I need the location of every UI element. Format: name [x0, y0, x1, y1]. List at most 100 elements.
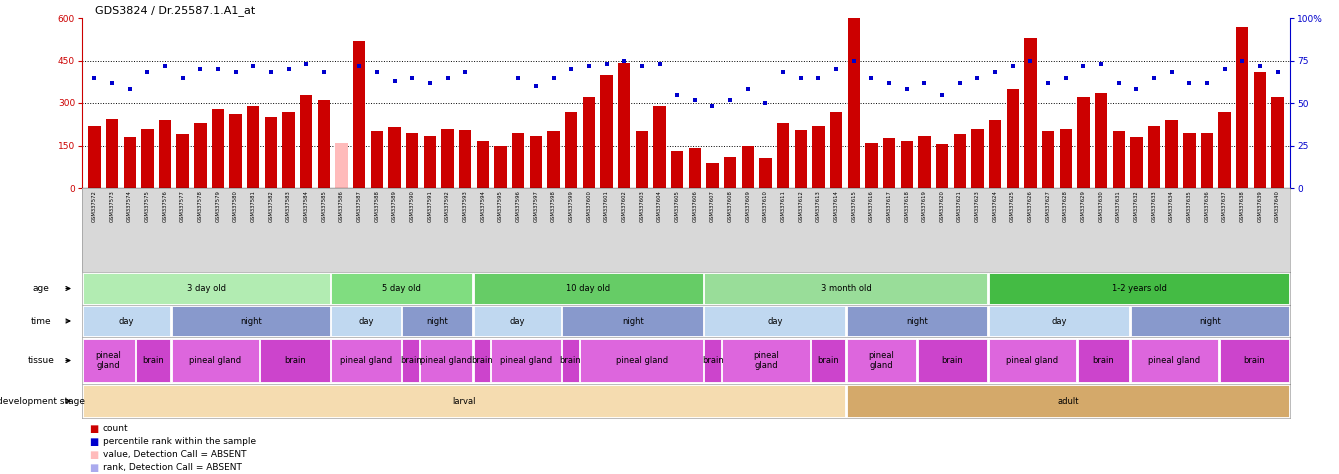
Bar	[688, 148, 702, 188]
Text: GSM337572: GSM337572	[92, 191, 96, 222]
Text: GSM337629: GSM337629	[1081, 191, 1086, 222]
Text: brain: brain	[471, 356, 493, 365]
Text: GSM337608: GSM337608	[727, 191, 732, 222]
Text: night: night	[907, 317, 928, 326]
Text: time: time	[31, 317, 51, 326]
Bar	[1201, 133, 1213, 188]
Text: GDS3824 / Dr.25587.1.A1_at: GDS3824 / Dr.25587.1.A1_at	[95, 5, 256, 16]
Bar	[83, 385, 845, 417]
Bar	[724, 157, 736, 188]
Bar	[722, 339, 810, 382]
Text: 3 month old: 3 month old	[821, 284, 872, 293]
Text: GSM337624: GSM337624	[992, 191, 998, 222]
Bar	[813, 126, 825, 188]
Text: day: day	[509, 317, 525, 326]
Text: GSM337597: GSM337597	[533, 191, 538, 222]
Bar	[106, 118, 118, 188]
Text: night: night	[240, 317, 261, 326]
Text: GSM337598: GSM337598	[552, 191, 556, 222]
Text: night: night	[426, 317, 449, 326]
Text: GSM337594: GSM337594	[481, 191, 486, 222]
Bar	[704, 306, 845, 336]
Bar	[83, 339, 135, 382]
Bar	[936, 144, 948, 188]
Text: adult: adult	[1058, 396, 1079, 405]
Text: 5 day old: 5 day old	[383, 284, 422, 293]
Text: GSM337589: GSM337589	[392, 191, 398, 222]
Text: GSM337611: GSM337611	[781, 191, 786, 222]
Text: brain: brain	[1244, 356, 1265, 365]
Bar	[848, 18, 860, 188]
Bar	[1131, 306, 1289, 336]
Bar	[265, 117, 277, 188]
Bar	[1220, 339, 1289, 382]
Bar	[403, 339, 419, 382]
Bar	[619, 64, 631, 188]
Text: day: day	[1051, 317, 1067, 326]
Text: pineal gland: pineal gland	[499, 356, 552, 365]
Text: pineal
gland: pineal gland	[869, 352, 894, 370]
Text: percentile rank within the sample: percentile rank within the sample	[103, 437, 256, 446]
Bar	[582, 97, 595, 188]
Bar	[1165, 120, 1178, 188]
Text: GSM337606: GSM337606	[692, 191, 698, 222]
Bar	[477, 141, 489, 188]
Bar	[777, 123, 789, 188]
Text: brain: brain	[1093, 356, 1114, 365]
Text: GSM337600: GSM337600	[586, 191, 592, 222]
Text: GSM337576: GSM337576	[162, 191, 167, 222]
Text: 3 day old: 3 day old	[187, 284, 226, 293]
Bar	[474, 273, 703, 304]
Text: 1-2 years old: 1-2 years old	[1111, 284, 1166, 293]
Text: day: day	[119, 317, 134, 326]
Text: pineal gland: pineal gland	[340, 356, 392, 365]
Bar	[229, 114, 242, 188]
Text: GSM337615: GSM337615	[852, 191, 856, 222]
Bar	[353, 41, 366, 188]
Bar	[474, 306, 561, 336]
Text: GSM337593: GSM337593	[463, 191, 467, 222]
Text: age: age	[32, 284, 50, 293]
Bar	[317, 100, 331, 188]
Bar	[1148, 126, 1160, 188]
Bar	[865, 143, 877, 188]
Text: GSM337620: GSM337620	[940, 191, 944, 222]
Text: GSM337635: GSM337635	[1186, 191, 1192, 222]
Text: GSM337599: GSM337599	[569, 191, 573, 222]
Text: brain: brain	[941, 356, 963, 365]
Bar	[137, 339, 170, 382]
Text: GSM337588: GSM337588	[375, 191, 379, 222]
Text: pineal gland: pineal gland	[1149, 356, 1201, 365]
Text: GSM337592: GSM337592	[445, 191, 450, 222]
Bar	[1236, 27, 1248, 188]
Bar	[332, 273, 473, 304]
Text: GSM337609: GSM337609	[746, 191, 750, 222]
Bar	[459, 130, 471, 188]
Text: GSM337626: GSM337626	[1028, 191, 1032, 222]
Bar	[442, 128, 454, 188]
Text: GSM337581: GSM337581	[250, 191, 256, 222]
Bar	[1078, 339, 1129, 382]
Text: pineal gland: pineal gland	[616, 356, 668, 365]
Text: pineal gland: pineal gland	[189, 356, 241, 365]
Text: day: day	[767, 317, 782, 326]
Bar	[988, 306, 1129, 336]
Text: GSM337579: GSM337579	[216, 191, 221, 222]
Text: ■: ■	[88, 424, 98, 434]
Text: count: count	[103, 424, 129, 433]
Bar	[846, 339, 916, 382]
Text: development stage: development stage	[0, 396, 84, 405]
Bar	[971, 128, 984, 188]
Text: GSM337604: GSM337604	[657, 191, 661, 222]
Bar	[919, 136, 931, 188]
Bar	[194, 123, 206, 188]
Bar	[1184, 133, 1196, 188]
Text: GSM337596: GSM337596	[516, 191, 521, 222]
Bar	[794, 130, 807, 188]
Bar	[212, 109, 224, 188]
Text: brain: brain	[142, 356, 163, 365]
Bar	[494, 146, 506, 188]
Bar	[1130, 137, 1142, 188]
Text: pineal gland: pineal gland	[420, 356, 473, 365]
Bar	[123, 137, 135, 188]
